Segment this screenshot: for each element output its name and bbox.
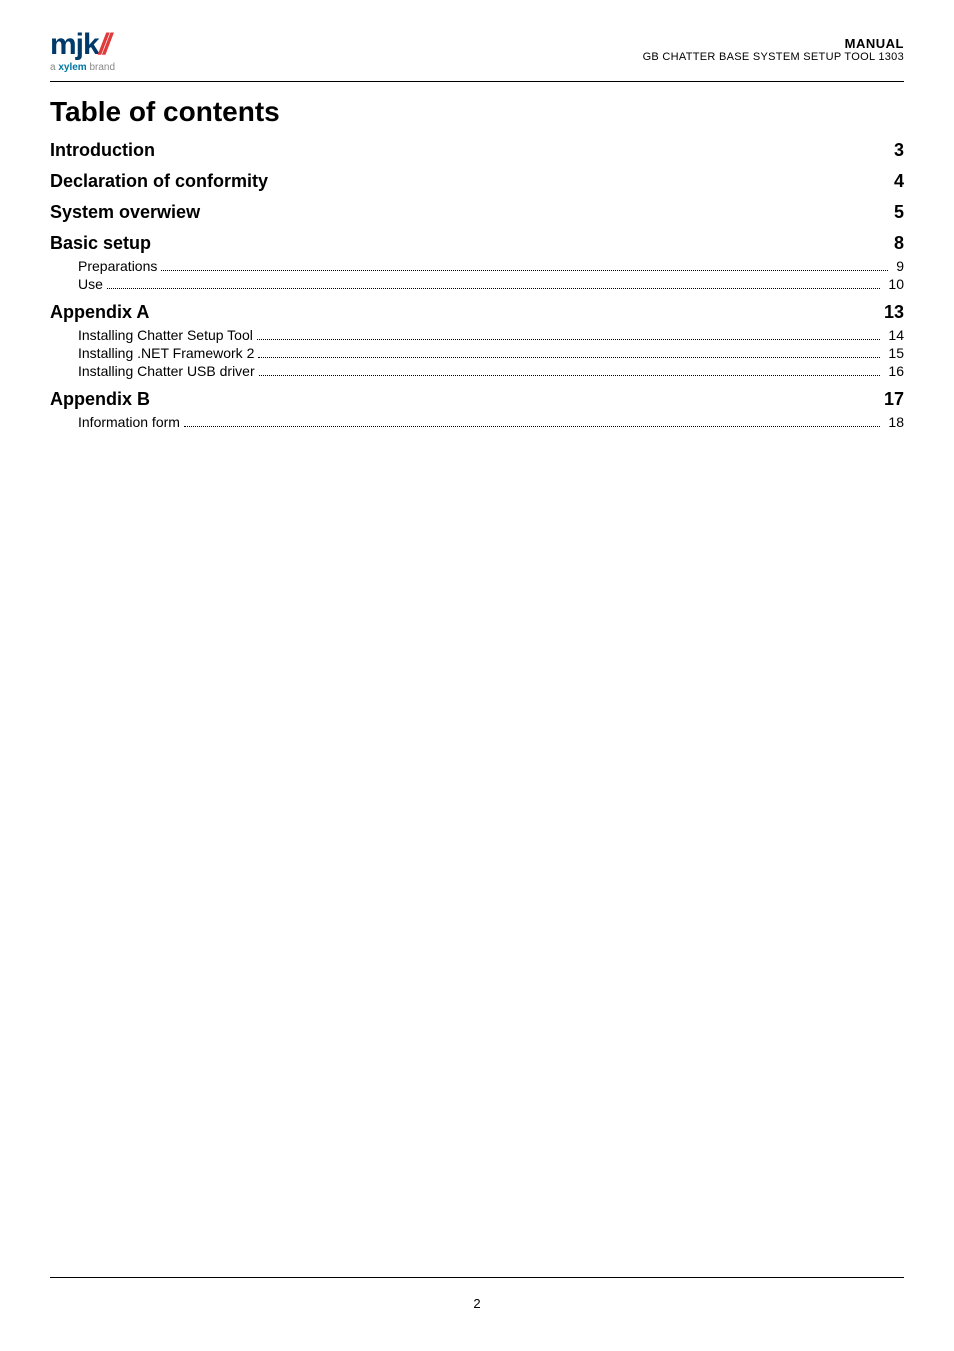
item-page: 16 — [884, 363, 904, 379]
page-number: 2 — [473, 1296, 480, 1311]
item-label: Installing .NET Framework 2 — [78, 345, 254, 361]
dot-leader — [161, 270, 888, 271]
tag-xylem: xylem — [58, 62, 86, 73]
toc-section: Introduction 3 — [50, 140, 904, 161]
section-label: Appendix B — [50, 389, 150, 410]
toc-section: Declaration of conformity 4 — [50, 171, 904, 192]
item-page: 18 — [884, 414, 904, 430]
section-page: 17 — [884, 389, 904, 410]
page-footer: 2 — [50, 1277, 904, 1311]
section-page: 13 — [884, 302, 904, 323]
logo-text: mjk — [50, 28, 99, 61]
item-label: Use — [78, 276, 103, 292]
section-label: Introduction — [50, 140, 155, 161]
content-area: Table of contents Introduction 3 Declara… — [0, 82, 954, 430]
toc-item: Use 10 — [78, 276, 904, 292]
dot-leader — [257, 339, 881, 340]
item-page: 15 — [884, 345, 904, 361]
section-label: Basic setup — [50, 233, 151, 254]
toc-item: Preparations 9 — [78, 258, 904, 274]
dot-leader — [107, 288, 881, 289]
item-label: Information form — [78, 414, 180, 430]
toc-item: Installing Chatter USB driver 16 — [78, 363, 904, 379]
brand-logo: mjk// a xylem brand — [50, 30, 115, 73]
toc-item: Installing Chatter Setup Tool 14 — [78, 327, 904, 343]
section-page: 3 — [894, 140, 904, 161]
logo-main: mjk// — [50, 30, 115, 60]
item-label: Preparations — [78, 258, 157, 274]
toc-section: Appendix B 17 — [50, 389, 904, 410]
dot-leader — [259, 375, 881, 376]
item-label: Installing Chatter Setup Tool — [78, 327, 253, 343]
dot-leader — [184, 426, 880, 427]
section-label: Appendix A — [50, 302, 149, 323]
logo-stripes-icon: // — [99, 30, 108, 60]
header-right: MANUAL GB CHATTER BASE SYSTEM SETUP TOOL… — [643, 30, 904, 63]
section-page: 4 — [894, 171, 904, 192]
toc-section: System overwiew 5 — [50, 202, 904, 223]
toc-section: Appendix A 13 — [50, 302, 904, 323]
doc-subtitle: GB CHATTER BASE SYSTEM SETUP TOOL 1303 — [643, 51, 904, 63]
item-page: 10 — [884, 276, 904, 292]
tag-brand: brand — [87, 62, 115, 73]
section-page: 8 — [894, 233, 904, 254]
toc-item: Installing .NET Framework 2 15 — [78, 345, 904, 361]
section-label: System overwiew — [50, 202, 200, 223]
section-label: Declaration of conformity — [50, 171, 268, 192]
doc-type: MANUAL — [643, 36, 904, 51]
item-page: 9 — [892, 258, 904, 274]
item-page: 14 — [884, 327, 904, 343]
section-page: 5 — [894, 202, 904, 223]
dot-leader — [258, 357, 880, 358]
toc-item: Information form 18 — [78, 414, 904, 430]
item-label: Installing Chatter USB driver — [78, 363, 255, 379]
toc-section: Basic setup 8 — [50, 233, 904, 254]
toc-heading: Table of contents — [50, 96, 904, 128]
logo-tagline: a xylem brand — [50, 62, 115, 73]
page-header: mjk// a xylem brand MANUAL GB CHATTER BA… — [50, 0, 904, 82]
